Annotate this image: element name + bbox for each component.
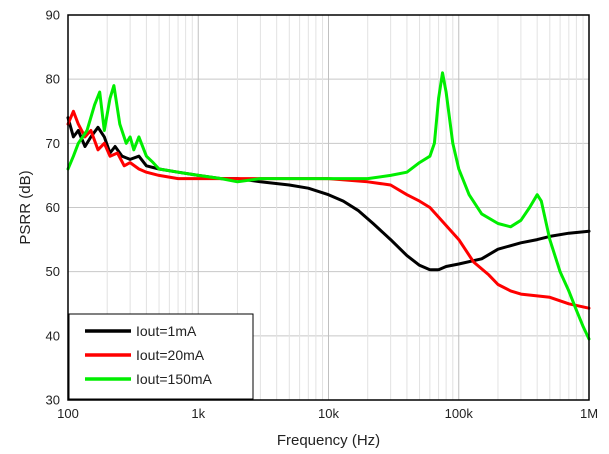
legend-label: Iout=1mA [136, 323, 197, 339]
legend: Iout=1mA Iout=20mA Iout=150mA [68, 313, 254, 400]
y-tick-label: 50 [46, 264, 60, 279]
x-tick-label: 1k [191, 406, 205, 421]
series-line-2 [66, 71, 591, 341]
legend-label: Iout=20mA [136, 347, 205, 363]
x-tick-label: 10k [318, 406, 339, 421]
x-tick-label: 100 [57, 406, 79, 421]
series-lines [66, 71, 591, 341]
tick-labels: 100 1k 10k 100k 1M 30 40 50 60 70 80 90 [46, 8, 599, 422]
y-tick-label: 30 [46, 393, 60, 408]
plot-frame [67, 14, 590, 401]
y-tick-label: 90 [46, 8, 60, 23]
x-axis-title: Frequency (Hz) [277, 432, 380, 449]
y-tick-label: 80 [46, 72, 60, 87]
y-axis-title: PSRR (dB) [17, 170, 34, 244]
y-tick-label: 60 [46, 200, 60, 215]
y-tick-label: 70 [46, 136, 60, 151]
y-tick-label: 40 [46, 328, 60, 343]
legend-label: Iout=150mA [136, 371, 213, 387]
x-tick-label: 1M [580, 406, 598, 421]
x-tick-label: 100k [445, 406, 474, 421]
